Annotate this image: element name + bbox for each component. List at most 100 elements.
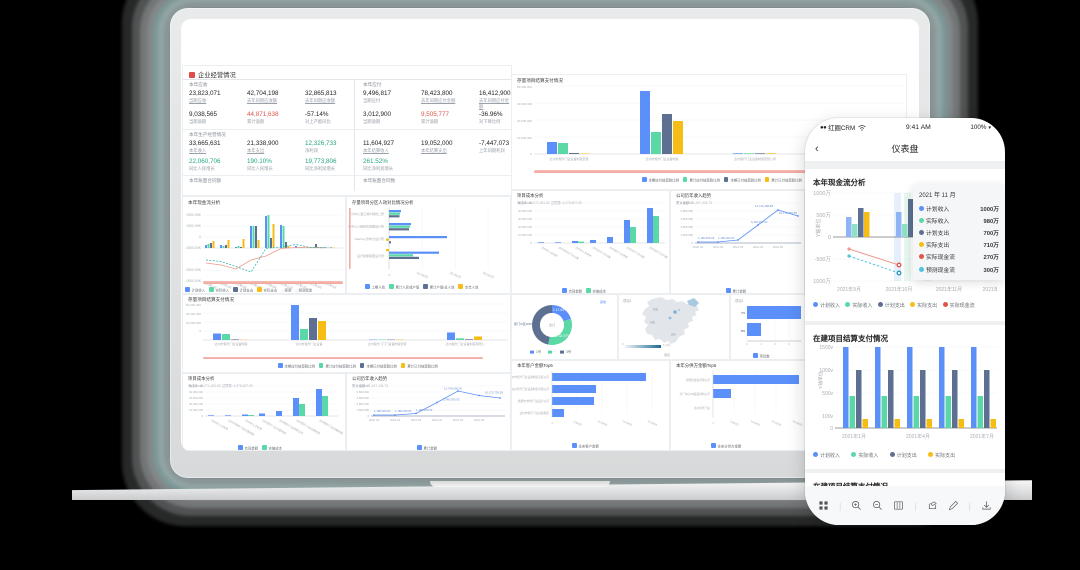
svg-text:-500万: -500万 xyxy=(814,256,831,263)
svg-text:2021-03: 2021-03 xyxy=(411,418,422,422)
svg-text:-1000万: -1000万 xyxy=(813,278,831,285)
svg-text:1,800,000: 1,800,000 xyxy=(357,408,370,412)
svg-text:1,180,000.00: 1,180,000.00 xyxy=(395,409,412,413)
svg-text:60,000,000: 60,000,000 xyxy=(186,303,201,307)
svg-text:0: 0 xyxy=(830,426,833,432)
svg-text:合计: 合计 xyxy=(549,323,556,328)
svg-text:10,000万: 10,000万 xyxy=(597,419,609,427)
svg-text:5,000万: 5,000万 xyxy=(729,419,739,427)
svg-text:40,000,000: 40,000,000 xyxy=(517,102,532,106)
svg-text:50,000,000: 50,000,000 xyxy=(518,201,532,205)
svg-text:30,000,000: 30,000,000 xyxy=(189,396,203,400)
svg-text:8%: 8% xyxy=(741,329,746,333)
svg-text:2021年7月: 2021年7月 xyxy=(970,433,994,440)
svg-text:达州市恒升门业设备制造: 达州市恒升门业设备制造 xyxy=(519,411,549,415)
svg-text:云南: 云南 xyxy=(671,332,676,336)
svg-text:达州恒升门业设备: 达州恒升门业设备 xyxy=(649,245,669,259)
svg-text:新疆: 新疆 xyxy=(653,307,658,311)
svg-text:20,000万: 20,000万 xyxy=(449,271,462,280)
svg-text:10,000万: 10,000万 xyxy=(416,271,429,280)
svg-text:达州恒升门业设备制造有限公司: 达州恒升门业设备制造有限公司 xyxy=(512,387,549,391)
svg-text:1号: 1号 xyxy=(536,349,542,354)
svg-text:8,000,000: 8,000,000 xyxy=(357,384,370,388)
svg-text:1: 1 xyxy=(760,342,762,346)
svg-text:20,000,000: 20,000,000 xyxy=(189,402,203,406)
svg-text:40,000,000: 40,000,000 xyxy=(186,312,201,316)
svg-text:达州恒升门业设备制造: 达州恒升门业设备制造 xyxy=(319,418,345,435)
svg-text:1,180,000.00: 1,180,000.00 xyxy=(698,236,715,240)
svg-text:分中心温江城乡规划二所: 分中心温江城乡规划二所 xyxy=(351,211,384,216)
svg-text:10,000,000: 10,000,000 xyxy=(517,136,532,140)
svg-text:20,000,000: 20,000,000 xyxy=(518,225,532,229)
svg-text:厦门IX区2(50%): 厦门IX区2(50%) xyxy=(514,321,536,326)
svg-text:0: 0 xyxy=(199,235,201,239)
svg-text:60,000,000: 60,000,000 xyxy=(517,85,532,89)
svg-text:-0000.00K: -0000.00K xyxy=(185,279,201,283)
svg-text:3: 3 xyxy=(788,342,790,346)
svg-text:西藏: 西藏 xyxy=(650,320,655,324)
svg-text:2021-02: 2021-02 xyxy=(713,245,724,249)
svg-text:20,000万: 20,000万 xyxy=(647,419,659,427)
svg-text:500万: 500万 xyxy=(816,212,831,219)
svg-text:2021-03: 2021-03 xyxy=(733,245,744,249)
svg-text:Y轴单位: Y轴单位 xyxy=(817,371,824,389)
svg-text:0: 0 xyxy=(530,241,532,245)
svg-text:2021-05: 2021-05 xyxy=(453,418,464,422)
svg-text:分厂中心AB建设材料公司: 分厂中心AB建设材料公司 xyxy=(680,392,711,396)
svg-text:2021年11月: 2021年11月 xyxy=(936,286,962,293)
svg-text:达州市恒升门业设备制造安装: 达州市恒升门业设备制造安装 xyxy=(549,156,588,161)
svg-text:达州市恒升门业设备制造: 达州市恒升门业设备制造 xyxy=(214,341,247,346)
svg-text:2021-02: 2021-02 xyxy=(390,418,401,422)
svg-text:5,000万: 5,000万 xyxy=(572,419,582,427)
svg-text:2021年1月: 2021年1月 xyxy=(842,433,866,440)
svg-text:1,800,000: 1,800,000 xyxy=(681,233,694,237)
svg-text:1,180,000.00: 1,180,000.00 xyxy=(374,409,391,413)
svg-text:10,000,000: 10,000,000 xyxy=(518,233,532,237)
svg-text:达州恒升门业设备制造有限公: 达州恒升门业设备制造有限公 xyxy=(445,341,484,346)
svg-text:500v: 500v xyxy=(822,391,833,397)
svg-text:达州市恒升门业设备: 达州市恒升门业设备 xyxy=(295,341,322,346)
svg-text:达州市人才体育: 达州市人才体育 xyxy=(211,418,230,431)
svg-text:Y轴单位: Y轴单位 xyxy=(815,219,822,237)
svg-text:2021-06: 2021-06 xyxy=(474,418,485,422)
svg-text:8,000,000: 8,000,000 xyxy=(681,201,694,205)
svg-text:0: 0 xyxy=(828,235,831,241)
svg-text:达州市人才体育: 达州市人才体育 xyxy=(541,245,559,258)
svg-text:50,000,000: 50,000,000 xyxy=(189,384,203,388)
svg-text:0000.00K: 0000.00K xyxy=(186,224,201,228)
svg-text:0: 0 xyxy=(551,421,555,425)
svg-text:0000.00K: 0000.00K xyxy=(186,213,201,217)
svg-text:40,000,000: 40,000,000 xyxy=(189,390,203,394)
svg-text:0: 0 xyxy=(201,414,203,418)
svg-text:其他: 其他 xyxy=(600,299,606,304)
svg-text:30,000,000: 30,000,000 xyxy=(518,217,532,221)
svg-text:4,800,000: 4,800,000 xyxy=(681,225,694,229)
svg-text:2021年9月: 2021年9月 xyxy=(837,286,861,293)
svg-text:5,340,000.00: 5,340,000.00 xyxy=(751,220,768,224)
svg-text:12,740,000.00: 12,740,000.00 xyxy=(444,387,462,391)
svg-text:4,800,000: 4,800,000 xyxy=(357,402,370,406)
svg-text:1500v: 1500v xyxy=(819,345,833,351)
svg-text:2021年12月: 2021年12月 xyxy=(983,286,997,293)
svg-text:达州市恒升门业设备制造: 达州市恒升门业设备制造 xyxy=(645,156,678,161)
svg-text:20,000万: 20,000万 xyxy=(792,419,804,427)
svg-text:6,800,000: 6,800,000 xyxy=(681,209,694,213)
svg-text:-0000.00K: -0000.00K xyxy=(185,268,201,272)
svg-text:0: 0 xyxy=(388,273,392,277)
svg-text:达州恒升门门门设备制造安装: 达州恒升门门门设备制造安装 xyxy=(367,341,406,346)
svg-text:成都市(市场)门业设计公司: 成都市(市场)门业设计公司 xyxy=(518,399,550,403)
svg-text:10,172,735.55: 10,172,735.55 xyxy=(485,391,503,395)
svg-text:10,000,000: 10,000,000 xyxy=(189,408,203,412)
svg-text:2021年10月: 2021年10月 xyxy=(886,286,913,293)
svg-text:-0000.00K: -0000.00K xyxy=(185,246,201,250)
svg-text:2021-04: 2021-04 xyxy=(432,418,443,422)
svg-text:2 32.37%: 2 32.37% xyxy=(556,334,570,338)
svg-text:2: 2 xyxy=(774,342,776,346)
svg-text:15,000万: 15,000万 xyxy=(771,419,783,427)
svg-text:12,740,188.88: 12,740,188.88 xyxy=(755,204,773,208)
svg-text:20,000,000: 20,000,000 xyxy=(517,119,532,123)
svg-text:达州恒升门业设备制造安装公司: 达州恒升门业设备制造安装公司 xyxy=(734,156,776,161)
svg-text:1,180,000.00: 1,180,000.00 xyxy=(416,408,433,412)
svg-text:达州市恒升门业设备制造安装公司: 达州市恒升门业设备制造安装公司 xyxy=(512,375,549,379)
svg-text:1 17.63%: 1 17.63% xyxy=(553,308,567,312)
